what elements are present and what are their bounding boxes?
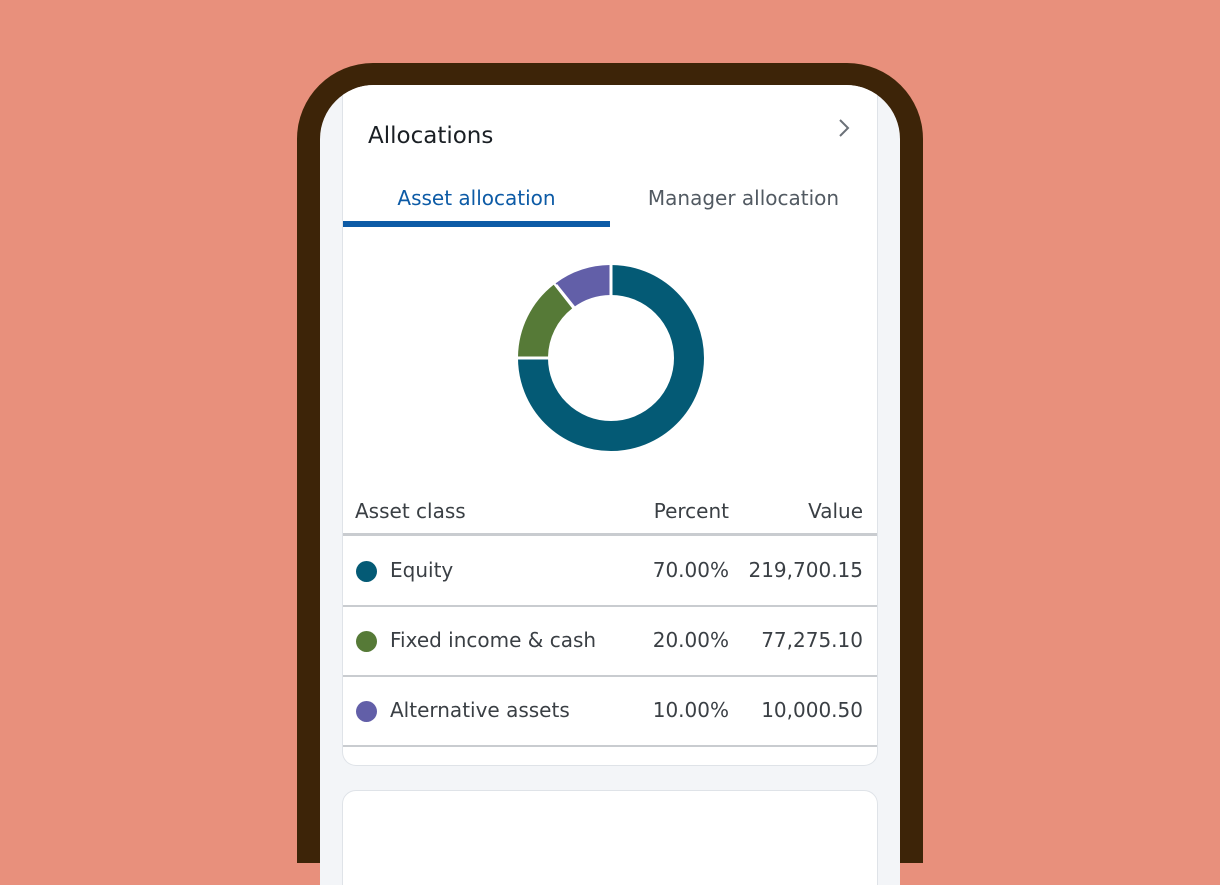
- header-asset-class: Asset class: [355, 499, 466, 523]
- row-percent: 70.00%: [652, 558, 729, 582]
- alternative-color-dot: [356, 701, 377, 722]
- allocation-donut-chart: [518, 265, 704, 451]
- allocation-tabs: Asset allocation Manager allocation: [343, 177, 877, 227]
- row-percent: 20.00%: [652, 628, 729, 652]
- phone-frame: Allocations Asset allocation Manager all…: [297, 63, 923, 885]
- table-header: Asset class Percent Value: [343, 493, 877, 536]
- card-title: Allocations: [368, 123, 494, 149]
- chevron-right-icon[interactable]: [833, 117, 855, 139]
- phone-screen: Allocations Asset allocation Manager all…: [320, 85, 900, 885]
- table-row[interactable]: Equity 70.00% 219,700.15: [343, 536, 877, 607]
- row-value: 10,000.50: [761, 698, 863, 722]
- row-name: Alternative assets: [390, 698, 570, 722]
- row-name: Fixed income & cash: [390, 628, 597, 652]
- next-card: [342, 790, 878, 885]
- fixed-income-color-dot: [356, 631, 377, 652]
- row-percent: 10.00%: [652, 698, 729, 722]
- header-value: Value: [808, 499, 863, 523]
- row-value: 219,700.15: [748, 558, 863, 582]
- allocations-card: Allocations Asset allocation Manager all…: [342, 85, 878, 766]
- table-row[interactable]: Alternative assets 10.00% 10,000.50: [343, 676, 877, 747]
- row-value: 77,275.10: [761, 628, 863, 652]
- equity-color-dot: [356, 561, 377, 582]
- tab-manager-allocation[interactable]: Manager allocation: [647, 186, 840, 210]
- row-name: Equity: [390, 558, 454, 582]
- tab-asset-allocation[interactable]: Asset allocation: [343, 177, 610, 227]
- header-percent: Percent: [653, 499, 729, 523]
- table-row[interactable]: Fixed income & cash 20.00% 77,275.10: [343, 606, 877, 677]
